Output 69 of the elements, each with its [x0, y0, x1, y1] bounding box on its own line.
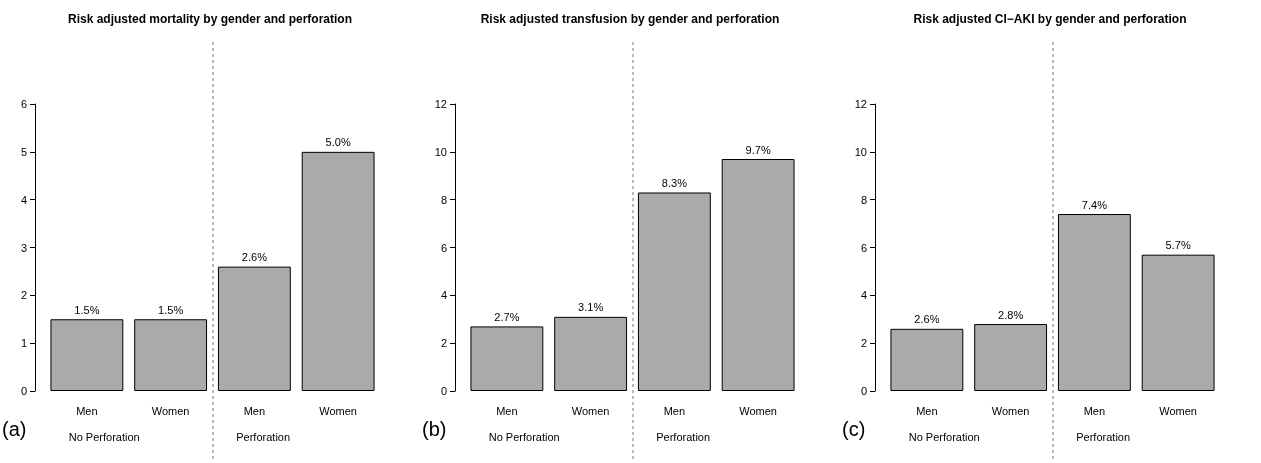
- data-label: 2.6%: [914, 313, 940, 326]
- bar: [50, 319, 124, 391]
- text: No Perforation: [908, 430, 980, 443]
- x-tick-label: Men: [243, 404, 266, 417]
- x-tick-label: Women: [991, 404, 1030, 417]
- y-tick-label: 2: [440, 337, 447, 350]
- x-tick-label: Women: [571, 404, 610, 417]
- text: (b): [422, 418, 447, 440]
- y-tick-label: 6: [860, 241, 867, 254]
- y-tick-label: 0: [860, 385, 867, 397]
- data-label: 5.7%: [1165, 239, 1191, 252]
- data-label: 5.0%: [325, 136, 351, 149]
- y-tick-label: 10: [854, 145, 867, 158]
- x-tick-label: Women: [151, 404, 190, 417]
- text: No Perforation: [488, 430, 560, 443]
- chart-title: Risk adjusted CI−AKI by gender and perforation: [913, 12, 1187, 26]
- y-tick-label: 6: [440, 241, 447, 254]
- x-tick-label: Men: [496, 404, 518, 417]
- text: Perforation: [656, 430, 711, 443]
- y-tick-label: 5: [20, 145, 27, 158]
- y-tick-label: 1: [20, 337, 27, 350]
- bar: [721, 159, 795, 391]
- data-label: 8.3%: [661, 176, 688, 189]
- text: Perforation: [236, 430, 291, 443]
- y-tick-label: 4: [860, 289, 867, 302]
- bar: [637, 192, 711, 391]
- bar: [134, 319, 208, 391]
- data-label: 3.1%: [578, 301, 604, 314]
- data-label: 1.5%: [158, 303, 184, 316]
- data-label: 1.5%: [74, 303, 100, 316]
- x-tick-label: Women: [1159, 404, 1197, 417]
- data-label: 2.7%: [494, 310, 520, 323]
- text: Perforation: [1076, 430, 1131, 443]
- y-tick-label: 3: [20, 241, 27, 254]
- text: No Perforation: [68, 430, 140, 443]
- chart-title: Risk adjusted mortality by gender and perforation: [67, 12, 353, 26]
- y-tick-label: 12: [854, 98, 867, 110]
- x-tick-label: Men: [1083, 404, 1106, 417]
- x-tick-label: Women: [319, 404, 357, 417]
- bar: [554, 316, 628, 391]
- y-tick-label: 12: [434, 98, 447, 110]
- y-tick-label: 10: [434, 145, 447, 158]
- y-tick-label: 2: [20, 289, 27, 302]
- text: (a): [2, 418, 27, 440]
- x-tick-label: Men: [916, 404, 938, 417]
- bar: [1057, 214, 1131, 391]
- y-tick-label: 4: [20, 193, 27, 206]
- bar: [890, 328, 964, 391]
- x-tick-label: Women: [739, 404, 777, 417]
- bar: [301, 151, 375, 391]
- bar: [217, 266, 291, 391]
- y-tick-label: 6: [20, 98, 27, 110]
- bar: [1141, 254, 1215, 391]
- data-label: 2.6%: [241, 251, 268, 264]
- x-tick-label: Men: [76, 404, 98, 417]
- y-tick-label: 4: [440, 289, 447, 302]
- bar: [470, 326, 544, 391]
- y-tick-label: 8: [860, 193, 867, 206]
- y-tick-label: 8: [440, 193, 447, 206]
- text: (c): [842, 418, 866, 440]
- y-tick-label: 2: [860, 337, 867, 350]
- data-label: 9.7%: [745, 143, 771, 156]
- y-tick-label: 0: [20, 385, 27, 397]
- chart-title: Risk adjusted transfusion by gender and perforation: [480, 12, 780, 26]
- bar: [974, 324, 1048, 391]
- data-label: 7.4%: [1081, 198, 1108, 211]
- y-tick-label: 0: [440, 385, 447, 397]
- data-label: 2.8%: [998, 308, 1024, 321]
- x-tick-label: Men: [663, 404, 686, 417]
